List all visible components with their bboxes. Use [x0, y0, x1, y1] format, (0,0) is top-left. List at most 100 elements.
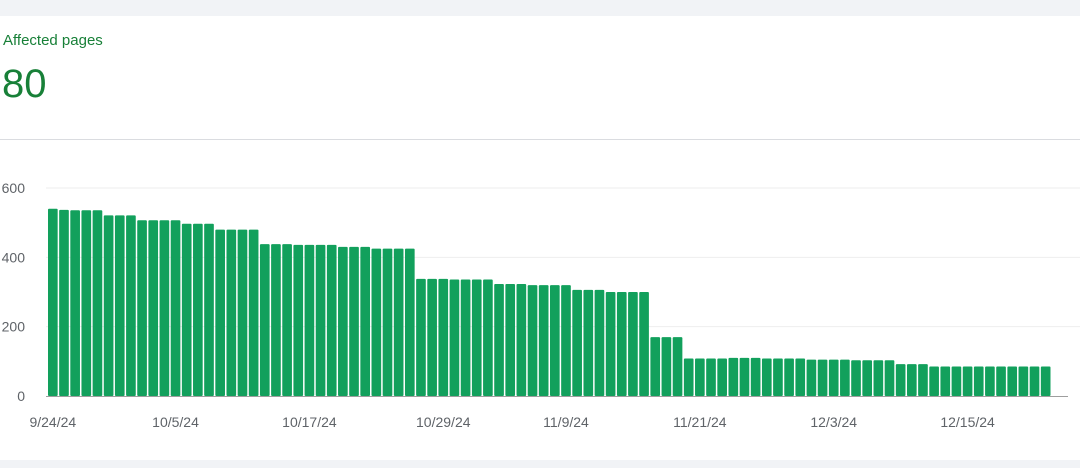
bar[interactable]: [884, 360, 895, 396]
bar[interactable]: [1040, 366, 1051, 396]
bar[interactable]: [137, 220, 147, 396]
bar[interactable]: [382, 248, 393, 396]
bar[interactable]: [996, 366, 1006, 396]
x-tick-label: 11/21/24: [673, 414, 727, 430]
bar[interactable]: [315, 244, 326, 396]
bar[interactable]: [259, 244, 270, 396]
bar[interactable]: [282, 244, 292, 396]
bar[interactable]: [159, 220, 170, 396]
bar[interactable]: [873, 360, 884, 396]
bar[interactable]: [293, 244, 304, 396]
bar[interactable]: [271, 244, 281, 396]
bar[interactable]: [840, 359, 850, 396]
bar[interactable]: [404, 248, 415, 396]
bar[interactable]: [817, 359, 828, 396]
y-tick-label: 400: [2, 249, 26, 265]
y-tick-label: 200: [2, 319, 26, 335]
bar[interactable]: [114, 215, 125, 396]
bar[interactable]: [538, 285, 549, 396]
bar[interactable]: [605, 292, 616, 396]
bar[interactable]: [438, 278, 449, 396]
y-axis-ticks: 0 200 400 600: [2, 180, 26, 404]
bar[interactable]: [750, 357, 761, 396]
bar[interactable]: [951, 366, 962, 396]
bar[interactable]: [215, 229, 225, 396]
bar[interactable]: [728, 357, 739, 396]
bar[interactable]: [739, 357, 750, 396]
bar[interactable]: [460, 279, 471, 396]
bar[interactable]: [349, 246, 359, 396]
bar[interactable]: [92, 210, 103, 396]
bar[interactable]: [616, 292, 627, 396]
x-tick-label: 10/17/24: [282, 414, 337, 430]
bar[interactable]: [70, 210, 80, 396]
bar[interactable]: [1029, 366, 1040, 396]
bar[interactable]: [416, 278, 426, 396]
bar[interactable]: [929, 366, 939, 396]
bar[interactable]: [918, 364, 928, 396]
bar[interactable]: [81, 210, 92, 396]
bar[interactable]: [449, 279, 460, 396]
bar[interactable]: [717, 358, 727, 396]
bar[interactable]: [527, 285, 538, 396]
bar[interactable]: [193, 223, 203, 396]
bar[interactable]: [471, 279, 482, 396]
bar[interactable]: [906, 364, 917, 396]
bar[interactable]: [494, 284, 504, 396]
bar[interactable]: [650, 337, 661, 396]
bar[interactable]: [338, 246, 348, 396]
bar[interactable]: [505, 284, 516, 396]
bar[interactable]: [583, 289, 594, 396]
bar[interactable]: [695, 358, 705, 396]
bar[interactable]: [550, 285, 560, 396]
x-tick-label: 10/29/24: [416, 414, 471, 430]
bar[interactable]: [572, 289, 582, 396]
bar[interactable]: [48, 208, 58, 396]
bar[interactable]: [483, 279, 493, 396]
bar[interactable]: [784, 358, 794, 396]
bar[interactable]: [973, 366, 984, 396]
x-tick-label: 9/24/24: [29, 414, 76, 430]
bar[interactable]: [683, 358, 694, 396]
bar[interactable]: [326, 244, 337, 396]
bar[interactable]: [170, 220, 181, 396]
x-axis-ticks: 9/24/24 10/5/24 10/17/24 10/29/24 11/9/24 11/…: [29, 414, 995, 430]
bar[interactable]: [672, 337, 683, 396]
bar[interactable]: [360, 246, 371, 396]
bar[interactable]: [862, 360, 873, 396]
y-tick-label: 0: [17, 388, 25, 404]
bar[interactable]: [962, 366, 973, 396]
bar[interactable]: [985, 366, 995, 396]
bar[interactable]: [706, 358, 716, 396]
bar[interactable]: [806, 359, 817, 396]
bar[interactable]: [661, 337, 672, 396]
bar[interactable]: [895, 364, 906, 396]
bar[interactable]: [639, 292, 649, 396]
bar[interactable]: [516, 284, 527, 396]
bar[interactable]: [126, 215, 136, 396]
bar[interactable]: [304, 244, 315, 396]
bar[interactable]: [628, 292, 638, 396]
bar[interactable]: [795, 358, 806, 396]
bar[interactable]: [148, 220, 159, 396]
bar[interactable]: [237, 229, 248, 396]
bar[interactable]: [248, 229, 259, 396]
bar[interactable]: [181, 223, 192, 396]
bar[interactable]: [204, 223, 214, 396]
bar[interactable]: [828, 359, 839, 396]
bar[interactable]: [427, 278, 437, 396]
bar[interactable]: [594, 289, 605, 396]
bar[interactable]: [371, 248, 382, 396]
bar[interactable]: [393, 248, 404, 396]
bar[interactable]: [1007, 366, 1018, 396]
bar[interactable]: [851, 360, 861, 396]
bar[interactable]: [773, 358, 783, 396]
bar[interactable]: [940, 366, 951, 396]
bar[interactable]: [561, 285, 571, 396]
bar[interactable]: [761, 358, 772, 396]
bar[interactable]: [103, 215, 114, 396]
bar[interactable]: [59, 209, 69, 396]
bar[interactable]: [226, 229, 237, 396]
bar[interactable]: [1018, 366, 1029, 396]
